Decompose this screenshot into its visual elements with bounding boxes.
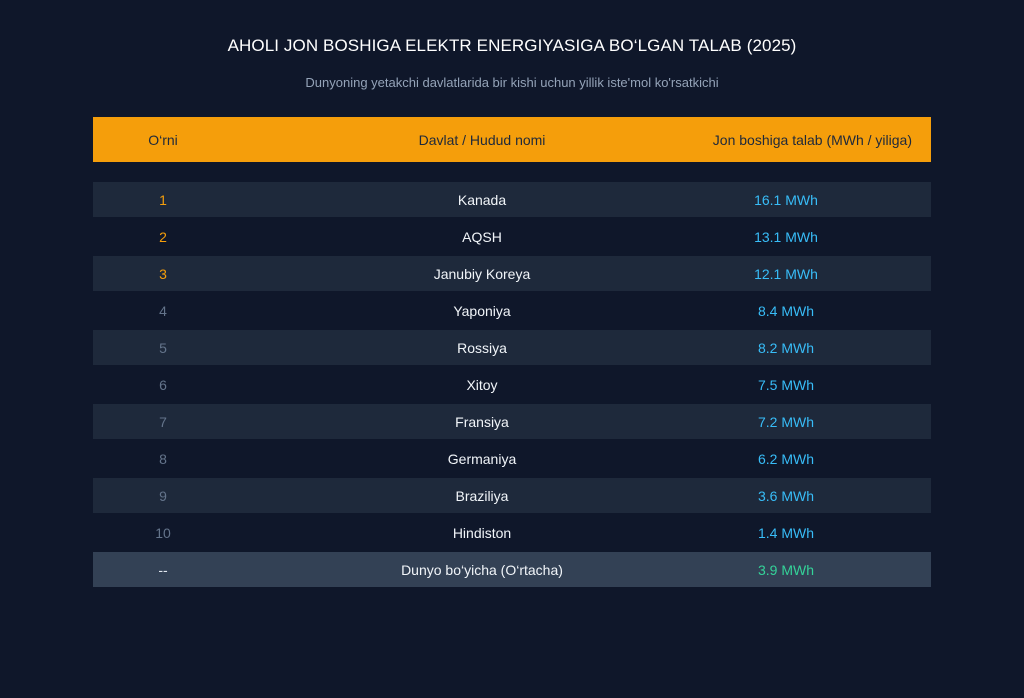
average-row: -- Dunyo bo‘yicha (O‘rtacha) 3.9 MWh (93, 552, 931, 587)
name-cell: Germaniya (447, 450, 517, 467)
chart-title: AHOLI JON BOSHIGA ELEKTR ENERGIYASIGA BO… (227, 36, 797, 55)
rank-cell: 1 (159, 191, 167, 208)
name-cell: Rossiya (457, 339, 507, 356)
name-cell: Hindiston (452, 524, 512, 541)
value-cell: 6.2 MWh (757, 450, 814, 467)
rank-cell: 2 (159, 228, 167, 245)
header-rank: O‘rni (148, 131, 178, 148)
value-cell: 7.2 MWh (757, 413, 814, 430)
rank-cell: 3 (159, 265, 167, 282)
demand-table: O‘rni Davlat / Hudud nomi Jon boshiga ta… (93, 117, 931, 589)
table-row: 8 Germaniya 6.2 MWh (93, 441, 931, 476)
table-row: 7 Fransiya 7.2 MWh (93, 404, 931, 439)
value-cell: 16.1 MWh (754, 191, 818, 208)
value-cell: 8.4 MWh (757, 302, 814, 319)
value-cell: 3.6 MWh (757, 487, 814, 504)
name-cell: Janubiy Koreya (433, 265, 531, 282)
table-row: 4 Yaponiya 8.4 MWh (93, 293, 931, 328)
value-cell: 3.9 MWh (757, 561, 814, 578)
table-row: 6 Xitoy 7.5 MWh (93, 367, 931, 402)
table-row: 3 Janubiy Koreya 12.1 MWh (93, 256, 931, 291)
rank-cell: 8 (159, 450, 167, 467)
value-cell: 12.1 MWh (754, 265, 818, 282)
name-cell: AQSH (462, 228, 502, 245)
table-header: O‘rni Davlat / Hudud nomi Jon boshiga ta… (93, 117, 931, 162)
table-row: 9 Braziliya 3.6 MWh (93, 478, 931, 513)
rank-cell: 9 (159, 487, 167, 504)
rank-cell: 6 (159, 376, 167, 393)
table-row: 10 Hindiston 1.4 MWh (93, 515, 931, 550)
value-cell: 7.5 MWh (757, 376, 814, 393)
value-cell: 13.1 MWh (754, 228, 818, 245)
rank-cell: 4 (159, 302, 167, 319)
table-row: 5 Rossiya 8.2 MWh (93, 330, 931, 365)
rank-cell: 10 (155, 524, 171, 541)
header-name: Davlat / Hudud nomi (418, 131, 546, 148)
name-cell: Yaponiya (453, 302, 511, 319)
rank-cell: -- (158, 561, 168, 578)
name-cell: Fransiya (455, 413, 509, 430)
table-row: 1 Kanada 16.1 MWh (93, 182, 931, 217)
value-cell: 8.2 MWh (757, 339, 814, 356)
rank-cell: 7 (159, 413, 167, 430)
chart-subtitle: Dunyoning yetakchi davlatlarida bir kish… (305, 75, 719, 90)
rank-cell: 5 (159, 339, 167, 356)
name-cell: Braziliya (455, 487, 509, 504)
name-cell: Kanada (457, 191, 507, 208)
name-cell: Dunyo bo‘yicha (O‘rtacha) (401, 561, 563, 578)
value-cell: 1.4 MWh (757, 524, 814, 541)
table-row: 2 AQSH 13.1 MWh (93, 219, 931, 254)
name-cell: Xitoy (466, 376, 498, 393)
header-value: Jon boshiga talab (MWh / yiliga) (712, 131, 912, 148)
table-body: 1 Kanada 16.1 MWh 2 AQSH 13.1 MWh 3 Janu… (93, 182, 931, 587)
